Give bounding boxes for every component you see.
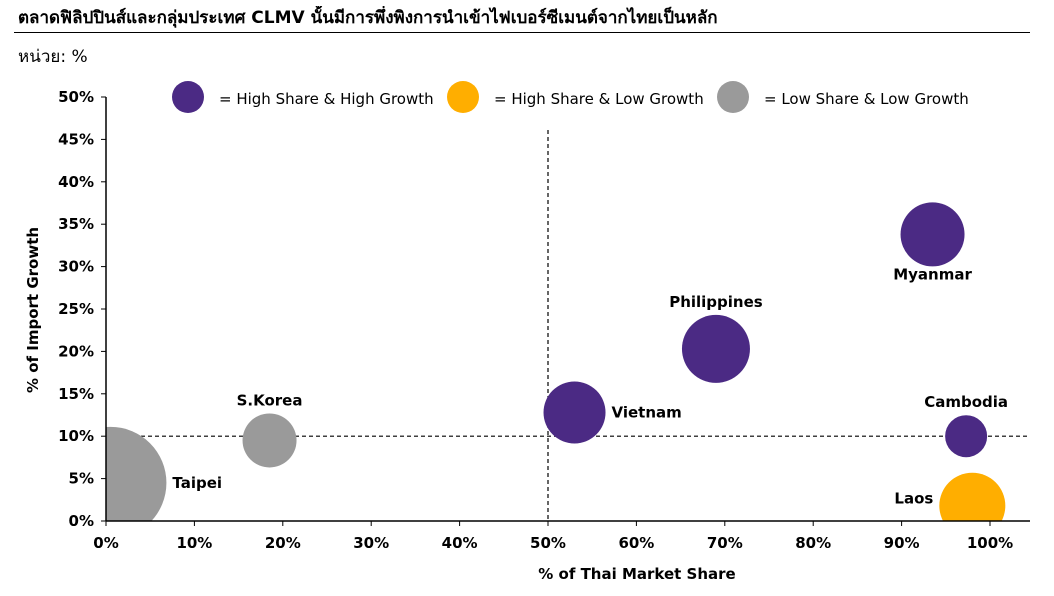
x-tick-label: 80% [795, 534, 831, 552]
bubble-label-philippines: Philippines [669, 293, 763, 311]
legend: = High Share & High Growth = High Share &… [172, 81, 969, 113]
title-divider [14, 32, 1030, 33]
x-tick-label: 0% [93, 534, 118, 552]
bubble-label-vietnam: Vietnam [612, 403, 682, 421]
bubbles [106, 202, 1006, 521]
x-tick-label: 100% [967, 534, 1013, 552]
legend-marker-high-share-low-growth [447, 81, 479, 113]
x-tick-label: 50% [530, 534, 566, 552]
x-axis-title: % of Thai Market Share [538, 565, 735, 583]
x-tick-label: 90% [884, 534, 920, 552]
x-tick-label: 60% [618, 534, 654, 552]
bubble-label-cambodia: Cambodia [924, 393, 1008, 411]
reference-lines [106, 130, 1030, 521]
y-tick-label: 45% [58, 130, 94, 148]
chart-title: ตลาดฟิลิปปินส์และกลุ่มประเทศ CLMV นั้นมี… [18, 8, 718, 28]
y-tick-label: 35% [58, 215, 94, 233]
bubble-taipei [106, 426, 167, 521]
x-tick-label: 40% [442, 534, 478, 552]
legend-marker-low-share-low-growth [717, 81, 749, 113]
unit-label: หน่วย: % [18, 47, 88, 67]
legend-label: = High Share & High Growth [219, 90, 434, 108]
bubble-labels: Myanmar Philippines Vietnam Cambodia Laos S.K… [172, 265, 1008, 507]
legend-marker-high-share-high-growth [172, 81, 204, 113]
bubble-s-korea [242, 413, 297, 468]
bubble-label-myanmar: Myanmar [893, 265, 972, 283]
y-tick-label: 5% [69, 470, 94, 488]
axes: 0% 10% 20% 30% 40% 50% 60% 70% 80% 90% 100% 0% 5% 10%… [58, 88, 1030, 552]
bubble-myanmar [900, 202, 965, 267]
bubble-philippines [681, 314, 750, 383]
bubble-label-taipei: Taipei [172, 474, 222, 492]
y-tick-label: 10% [58, 427, 94, 445]
legend-label: = Low Share & Low Growth [764, 90, 969, 108]
bubble-vietnam [543, 381, 606, 444]
y-tick-label: 50% [58, 88, 94, 106]
x-tick-label: 10% [176, 534, 212, 552]
y-tick-label: 30% [58, 258, 94, 276]
bubble-laos [939, 472, 1006, 521]
y-tick-label: 25% [58, 300, 94, 318]
y-tick-label: 0% [69, 512, 94, 530]
y-tick-label: 15% [58, 385, 94, 403]
y-axis-title: % of Import Growth [24, 227, 42, 393]
y-tick-label: 40% [58, 173, 94, 191]
bubble-cambodia [945, 415, 988, 458]
x-tick-label: 30% [353, 534, 389, 552]
x-tick-label: 70% [707, 534, 743, 552]
bubble-label-s-korea: S.Korea [237, 391, 303, 409]
bubble-label-laos: Laos [894, 490, 933, 508]
y-tick-label: 20% [58, 342, 94, 360]
x-tick-label: 20% [265, 534, 301, 552]
legend-label: = High Share & Low Growth [494, 90, 704, 108]
